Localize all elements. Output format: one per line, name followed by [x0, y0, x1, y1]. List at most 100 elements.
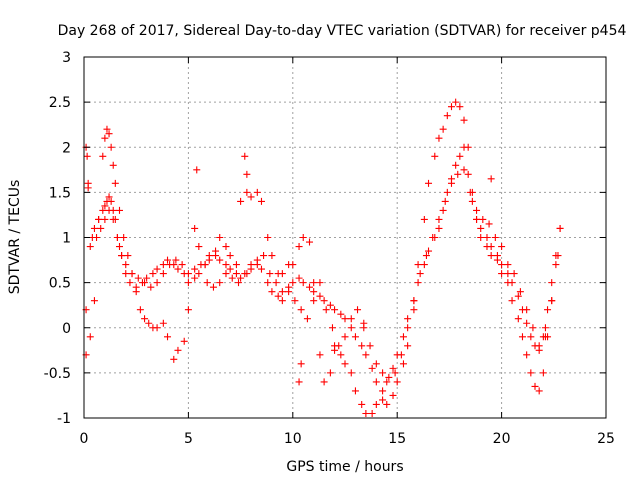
- data-point: [347, 369, 355, 377]
- data-point: [278, 297, 286, 305]
- data-point: [124, 252, 132, 260]
- data-point: [105, 130, 113, 138]
- data-point: [399, 360, 407, 368]
- data-point: [268, 288, 276, 296]
- data-point: [103, 125, 111, 133]
- data-point: [510, 270, 518, 278]
- chart-title: Day 268 of 2017, Sidereal Day-to-day VTE…: [58, 23, 627, 39]
- data-point: [216, 234, 224, 241]
- data-point: [404, 324, 412, 332]
- data-point: [191, 274, 199, 282]
- data-point: [431, 152, 439, 160]
- data-point: [128, 270, 136, 278]
- data-point: [539, 369, 547, 377]
- data-point: [295, 378, 303, 386]
- data-point: [122, 261, 130, 269]
- data-point: [115, 243, 123, 251]
- data-point: [257, 197, 265, 205]
- data-point: [212, 247, 220, 255]
- data-point: [389, 364, 397, 372]
- data-point: [95, 215, 103, 223]
- data-point: [379, 396, 387, 404]
- data-point: [320, 378, 328, 386]
- data-point: [404, 315, 412, 323]
- data-point: [372, 360, 380, 368]
- data-point: [454, 170, 462, 178]
- data-point: [141, 315, 149, 323]
- data-point: [435, 215, 443, 223]
- data-point: [164, 256, 172, 264]
- data-point: [247, 193, 255, 201]
- data-point: [368, 364, 376, 372]
- data-point: [464, 143, 472, 151]
- data-point: [331, 346, 339, 354]
- data-point: [383, 378, 391, 386]
- data-point: [372, 378, 380, 386]
- data-point: [149, 270, 157, 278]
- data-point: [347, 324, 355, 332]
- data-point: [109, 215, 117, 223]
- data-point: [518, 333, 526, 341]
- data-point: [504, 261, 512, 269]
- data-point: [86, 243, 94, 251]
- data-point: [498, 243, 506, 251]
- data-point: [335, 342, 343, 350]
- data-point: [487, 243, 495, 251]
- data-point: [487, 252, 495, 260]
- data-point: [86, 333, 94, 341]
- data-point: [232, 261, 240, 269]
- data-point: [278, 288, 286, 296]
- data-point: [90, 224, 98, 232]
- data-point: [216, 279, 224, 287]
- data-point: [435, 134, 443, 142]
- data-point: [191, 265, 199, 273]
- y-tick-label: 0.5: [49, 276, 71, 292]
- data-point: [527, 333, 535, 341]
- data-point: [141, 279, 149, 287]
- data-point: [416, 270, 424, 278]
- data-point: [456, 152, 464, 160]
- data-point: [347, 315, 355, 323]
- data-point: [264, 234, 272, 241]
- data-point: [328, 324, 336, 332]
- data-point: [414, 261, 422, 269]
- y-tick-label: 0: [62, 321, 71, 337]
- data-point: [195, 270, 203, 278]
- data-point: [441, 197, 449, 205]
- data-point: [310, 279, 318, 287]
- data-point: [456, 103, 464, 111]
- data-point: [391, 369, 399, 377]
- data-point: [166, 261, 174, 269]
- data-point: [439, 206, 447, 214]
- data-point: [385, 373, 393, 381]
- data-point: [351, 333, 359, 341]
- data-point: [552, 261, 560, 269]
- data-point: [410, 306, 418, 314]
- data-point: [535, 342, 543, 350]
- data-point: [362, 351, 370, 359]
- data-point: [120, 234, 128, 241]
- data-point: [99, 206, 107, 214]
- data-point: [306, 238, 314, 246]
- data-point: [523, 319, 531, 327]
- data-point: [184, 270, 192, 278]
- data-point: [164, 333, 172, 341]
- y-tick-label: 1.5: [49, 185, 71, 201]
- data-point: [241, 270, 249, 278]
- x-tick-label: 15: [388, 431, 406, 447]
- data-point: [222, 270, 230, 278]
- data-point: [337, 351, 345, 359]
- data-point: [366, 342, 374, 350]
- data-point: [447, 103, 455, 111]
- data-point: [527, 369, 535, 377]
- data-point: [153, 324, 161, 332]
- data-point: [272, 279, 280, 287]
- data-point: [134, 274, 142, 282]
- data-point: [425, 247, 433, 255]
- data-point: [178, 261, 186, 269]
- data-point: [372, 400, 380, 408]
- data-point: [93, 234, 101, 241]
- data-point: [491, 234, 499, 241]
- data-point: [111, 179, 119, 187]
- data-point: [174, 346, 182, 354]
